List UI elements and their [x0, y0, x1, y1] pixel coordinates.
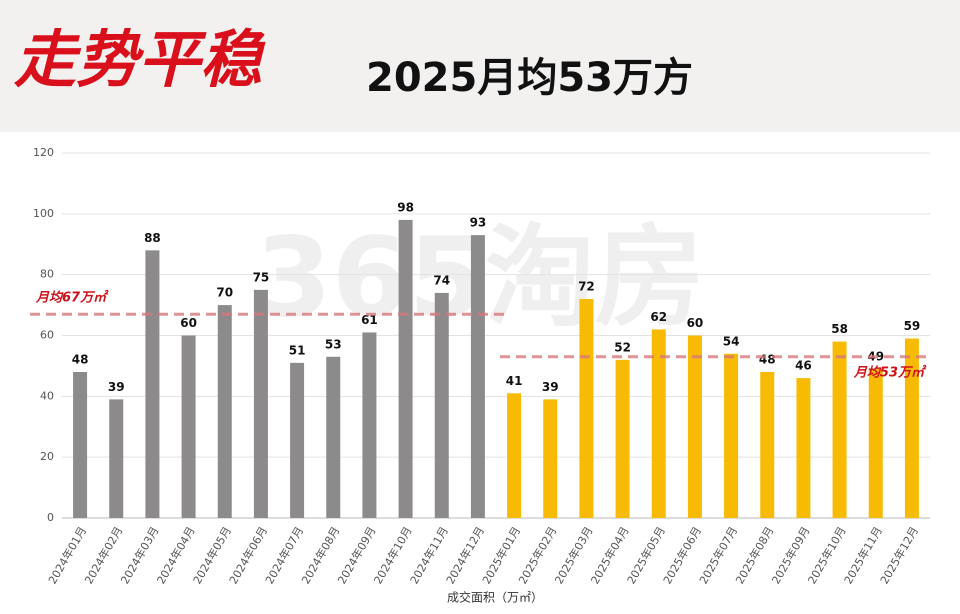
x-tick-label: 2025年05月	[624, 524, 668, 586]
header-band	[0, 0, 960, 132]
x-tick-label: 2025年09月	[768, 524, 812, 586]
value-label: 54	[723, 334, 740, 348]
value-label: 60	[180, 316, 197, 330]
bar	[253, 289, 268, 518]
x-tick-label: 2024年08月	[298, 524, 342, 586]
value-label: 72	[578, 280, 595, 294]
x-tick-label: 2025年06月	[660, 524, 704, 586]
y-tick-label: 20	[40, 450, 54, 463]
x-tick-label: 2025年12月	[877, 524, 921, 586]
value-label: 62	[650, 310, 667, 324]
chart-title: 走势平稳	[13, 23, 266, 96]
bar	[145, 250, 160, 519]
x-tick-label: 2024年07月	[262, 524, 306, 586]
x-tick-label: 2024年02月	[81, 524, 125, 586]
value-label: 39	[542, 380, 559, 394]
bar	[181, 335, 196, 518]
x-tick-label: 2024年10月	[371, 524, 415, 586]
value-label: 93	[470, 216, 487, 230]
value-label: 75	[253, 270, 270, 284]
x-tick-label: 2025年02月	[515, 524, 559, 586]
x-tick-label: 2024年05月	[190, 524, 234, 586]
value-label: 41	[506, 374, 523, 388]
x-tick-label: 2025年08月	[732, 524, 776, 586]
bar	[651, 329, 666, 518]
value-label: 60	[687, 316, 704, 330]
y-tick-label: 40	[40, 389, 54, 402]
x-axis-title: 成交面积（万㎡）	[447, 590, 543, 605]
bar	[579, 299, 594, 518]
x-tick-label: 2024年06月	[226, 524, 270, 586]
bar	[109, 399, 124, 518]
x-tick-label: 2024年12月	[443, 524, 487, 586]
bar	[796, 378, 811, 518]
bar	[470, 235, 485, 518]
x-tick-label: 2024年03月	[117, 524, 161, 586]
value-label: 48	[759, 353, 776, 367]
bar	[326, 356, 341, 518]
y-tick-label: 0	[47, 511, 54, 524]
x-tick-label: 2025年11月	[841, 524, 885, 586]
average-label: 月均53万㎡	[853, 364, 927, 380]
value-label: 53	[325, 337, 342, 351]
x-tick-label: 2025年10月	[805, 524, 849, 586]
bar	[290, 362, 305, 518]
value-label: 61	[361, 313, 378, 327]
bar	[904, 338, 919, 518]
value-label: 46	[795, 359, 812, 373]
bar	[687, 335, 702, 518]
average-label: 月均67万㎡	[35, 290, 109, 306]
value-label: 52	[614, 340, 631, 354]
value-label: 48	[72, 353, 89, 367]
bar	[434, 292, 449, 518]
bar	[832, 341, 847, 518]
value-label: 39	[108, 380, 125, 394]
value-label: 98	[397, 200, 414, 214]
bar	[507, 393, 522, 518]
y-tick-label: 60	[40, 329, 54, 342]
bar	[362, 332, 377, 518]
x-tick-label: 2025年03月	[551, 524, 595, 586]
x-tick-label: 2024年01月	[45, 524, 89, 586]
value-label: 51	[289, 343, 306, 357]
bar	[760, 372, 775, 518]
bar	[868, 368, 883, 518]
bar	[543, 399, 558, 518]
x-tick-label: 2025年01月	[479, 524, 523, 586]
value-label: 88	[144, 231, 161, 245]
bar	[73, 372, 88, 518]
x-tick-label: 2024年11月	[407, 524, 451, 586]
y-tick-label: 100	[33, 207, 54, 220]
bar	[724, 353, 739, 518]
value-label: 74	[433, 273, 450, 287]
y-tick-label: 80	[40, 268, 54, 281]
bar	[398, 219, 413, 518]
x-tick-label: 2024年09月	[334, 524, 378, 586]
x-tick-label: 2025年04月	[588, 524, 632, 586]
bar	[615, 359, 630, 518]
chart-subtitle: 2025月均53万方	[366, 55, 693, 101]
x-tick-label: 2025年07月	[696, 524, 740, 586]
value-label: 59	[904, 319, 921, 333]
y-tick-label: 120	[33, 146, 54, 159]
value-label: 58	[831, 322, 848, 336]
x-tick-label: 2024年04月	[154, 524, 198, 586]
bar	[217, 305, 232, 518]
value-label: 70	[216, 286, 233, 300]
